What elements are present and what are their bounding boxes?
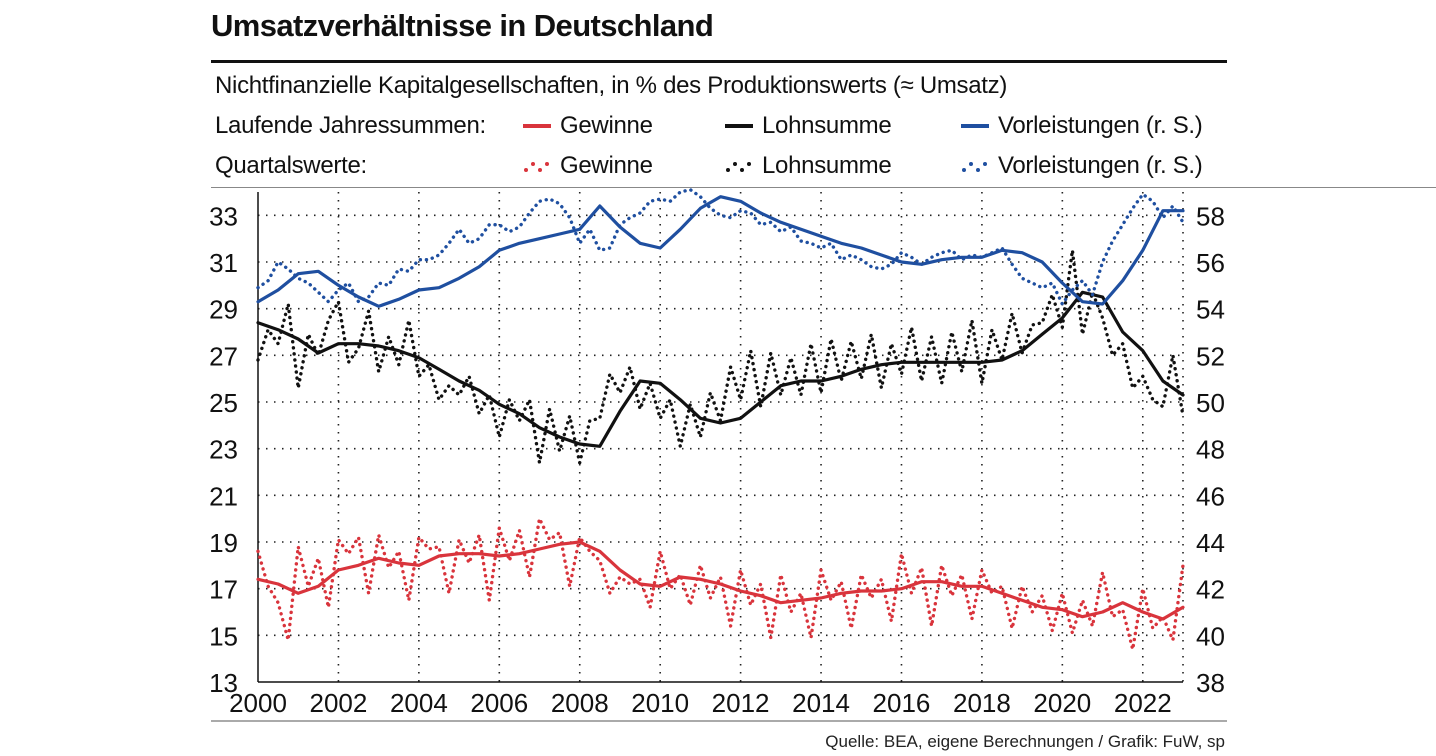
y-right-tick-label: 42	[1196, 575, 1225, 605]
y-right-tick-label: 40	[1196, 621, 1225, 651]
y-left-tick-label: 13	[209, 668, 238, 698]
y-right-tick-label: 48	[1196, 435, 1225, 465]
x-tick-label: 2016	[873, 688, 931, 718]
gewinne-quarterly-dotted-line	[256, 517, 1185, 651]
y-right-tick-label: 56	[1196, 248, 1225, 278]
legend-divider	[211, 187, 1436, 188]
y-right-tick-label: 50	[1196, 388, 1225, 418]
x-tick-label: 2014	[792, 688, 850, 718]
y-right-tick-label: 58	[1196, 201, 1225, 231]
x-tick-label: 2018	[953, 688, 1011, 718]
legend-quarterly-gewinne-label: Gewinne	[560, 152, 653, 179]
y-left-tick-label: 31	[209, 248, 238, 278]
y-left-tick-label: 19	[209, 528, 238, 558]
title-rule	[211, 60, 1227, 63]
y-left-tick-label: 25	[209, 388, 238, 418]
y-left-tick-label: 15	[209, 621, 238, 651]
y-left-tick-label: 27	[209, 341, 238, 371]
chart-axes: 13 15 17 19 21 23 25 27 29 31 33 38 40 42 44 46 48 50 52 54…	[209, 192, 1227, 722]
legend-quarterly-lohnsumme-label: Lohnsumme	[762, 152, 892, 179]
chart-title: Umsatzverhältnisse in Deutschland	[211, 8, 714, 43]
legend-annual-vorleistungen-label: Vorleistungen (r. S.)	[998, 112, 1203, 139]
y-right-tick-label: 46	[1196, 481, 1225, 511]
legend-row-quarterly-label: Quartalswerte:	[215, 152, 367, 179]
y-left-tick-label: 21	[209, 481, 238, 511]
legend-dots-swatch-red	[524, 162, 549, 172]
legend-annual-lohnsumme-label: Lohnsumme	[762, 112, 892, 139]
chart-subtitle: Nichtfinanzielle Kapitalgesellschaften, …	[215, 72, 1008, 99]
legend-annual-gewinne-label: Gewinne	[560, 112, 653, 139]
legend-dots-swatch-blue	[962, 162, 987, 172]
legend-row-annual-label: Laufende Jahressummen:	[215, 112, 486, 139]
legend-solid-swatch-black	[725, 124, 753, 128]
x-tick-label: 2004	[390, 688, 448, 718]
y-left-tick-label: 29	[209, 295, 238, 325]
chart-series	[256, 188, 1185, 651]
lohnsumme-quarterly-dotted-line	[256, 248, 1185, 465]
x-tick-label: 2010	[631, 688, 689, 718]
line-chart: 13 15 17 19 21 23 25 27 29 31 33 38 40 42 44 46 48 50 52 54…	[209, 188, 1227, 722]
x-tick-label: 2006	[470, 688, 528, 718]
x-tick-label: 2022	[1114, 688, 1172, 718]
vorleistungen-r-s-quarterly-dotted-line	[256, 188, 1185, 306]
y-left-tick-label: 33	[209, 201, 238, 231]
lohnsumme-annual-line	[256, 290, 1185, 448]
legend-solid-swatch-red	[523, 124, 551, 128]
y-right-tick-label: 44	[1196, 528, 1225, 558]
legend-dots-swatch-black	[726, 162, 751, 172]
x-tick-label: 2008	[551, 688, 609, 718]
x-tick-label: 2002	[310, 688, 368, 718]
x-tick-label: 2012	[712, 688, 770, 718]
y-right-tick-label: 54	[1196, 295, 1225, 325]
legend-solid-swatch-blue	[961, 124, 989, 128]
x-tick-label: 2000	[229, 688, 287, 718]
y-left-tick-label: 23	[209, 435, 238, 465]
source-note: Quelle: BEA, eigene Berechnungen / Grafi…	[825, 732, 1225, 751]
vorleistungen-r-s-annual-line	[256, 195, 1185, 308]
chart-grid	[258, 192, 1184, 682]
legend-quarterly-vorleistungen-label: Vorleistungen (r. S.)	[998, 152, 1203, 179]
y-right-tick-label: 52	[1196, 341, 1225, 371]
y-left-tick-label: 17	[209, 575, 238, 605]
x-tick-label: 2020	[1033, 688, 1091, 718]
y-right-tick-label: 38	[1196, 668, 1225, 698]
